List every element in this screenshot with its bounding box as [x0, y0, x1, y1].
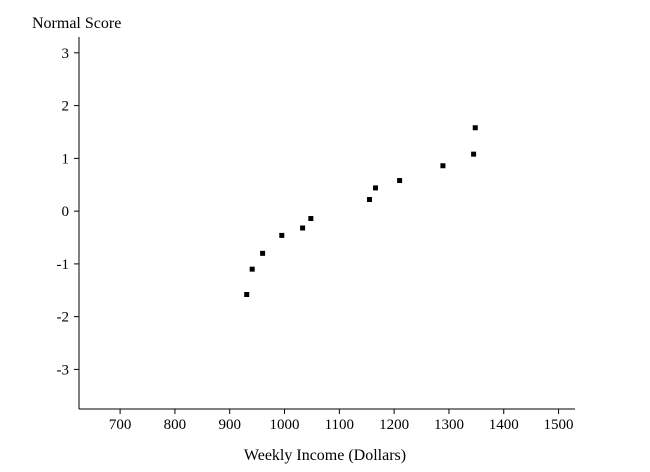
y-tick-label: 2 [62, 99, 70, 115]
data-point [397, 178, 403, 184]
x-tick-label: 700 [109, 417, 132, 433]
axes [78, 37, 575, 410]
x-tick-label: 1100 [325, 417, 354, 433]
data-point [472, 125, 478, 131]
x-tick-label: 900 [218, 417, 241, 433]
tick-marks: 700 800 900 1000 1100 1200 1300 1400 1500 3 2 1 0 -1 -… [57, 46, 574, 433]
data-point [471, 151, 477, 157]
x-tick-label: 1400 [489, 417, 519, 433]
y-tick-label: -2 [57, 310, 70, 326]
data-points [244, 125, 478, 297]
x-tick-label: 1500 [544, 417, 574, 433]
y-tick-label: 3 [62, 46, 70, 62]
x-tick-label: 800 [164, 417, 187, 433]
data-point [300, 225, 306, 231]
data-point [249, 266, 255, 272]
data-point [279, 232, 285, 238]
y-tick-label: 1 [62, 151, 70, 167]
data-point [440, 163, 446, 169]
data-point [366, 197, 372, 203]
y-tick-label: -3 [57, 362, 70, 378]
y-axis-title: Normal Score [32, 15, 121, 32]
data-point [373, 185, 379, 191]
x-tick-label: 1200 [379, 417, 409, 433]
x-tick-label: 1000 [270, 417, 300, 433]
y-tick-label: -1 [57, 257, 70, 273]
y-tick-label: 0 [62, 204, 70, 220]
x-tick-label: 1300 [434, 417, 464, 433]
data-point [308, 216, 314, 222]
data-point [244, 291, 250, 297]
data-point [260, 250, 266, 256]
x-axis-title: Weekly Income (Dollars) [244, 447, 406, 464]
